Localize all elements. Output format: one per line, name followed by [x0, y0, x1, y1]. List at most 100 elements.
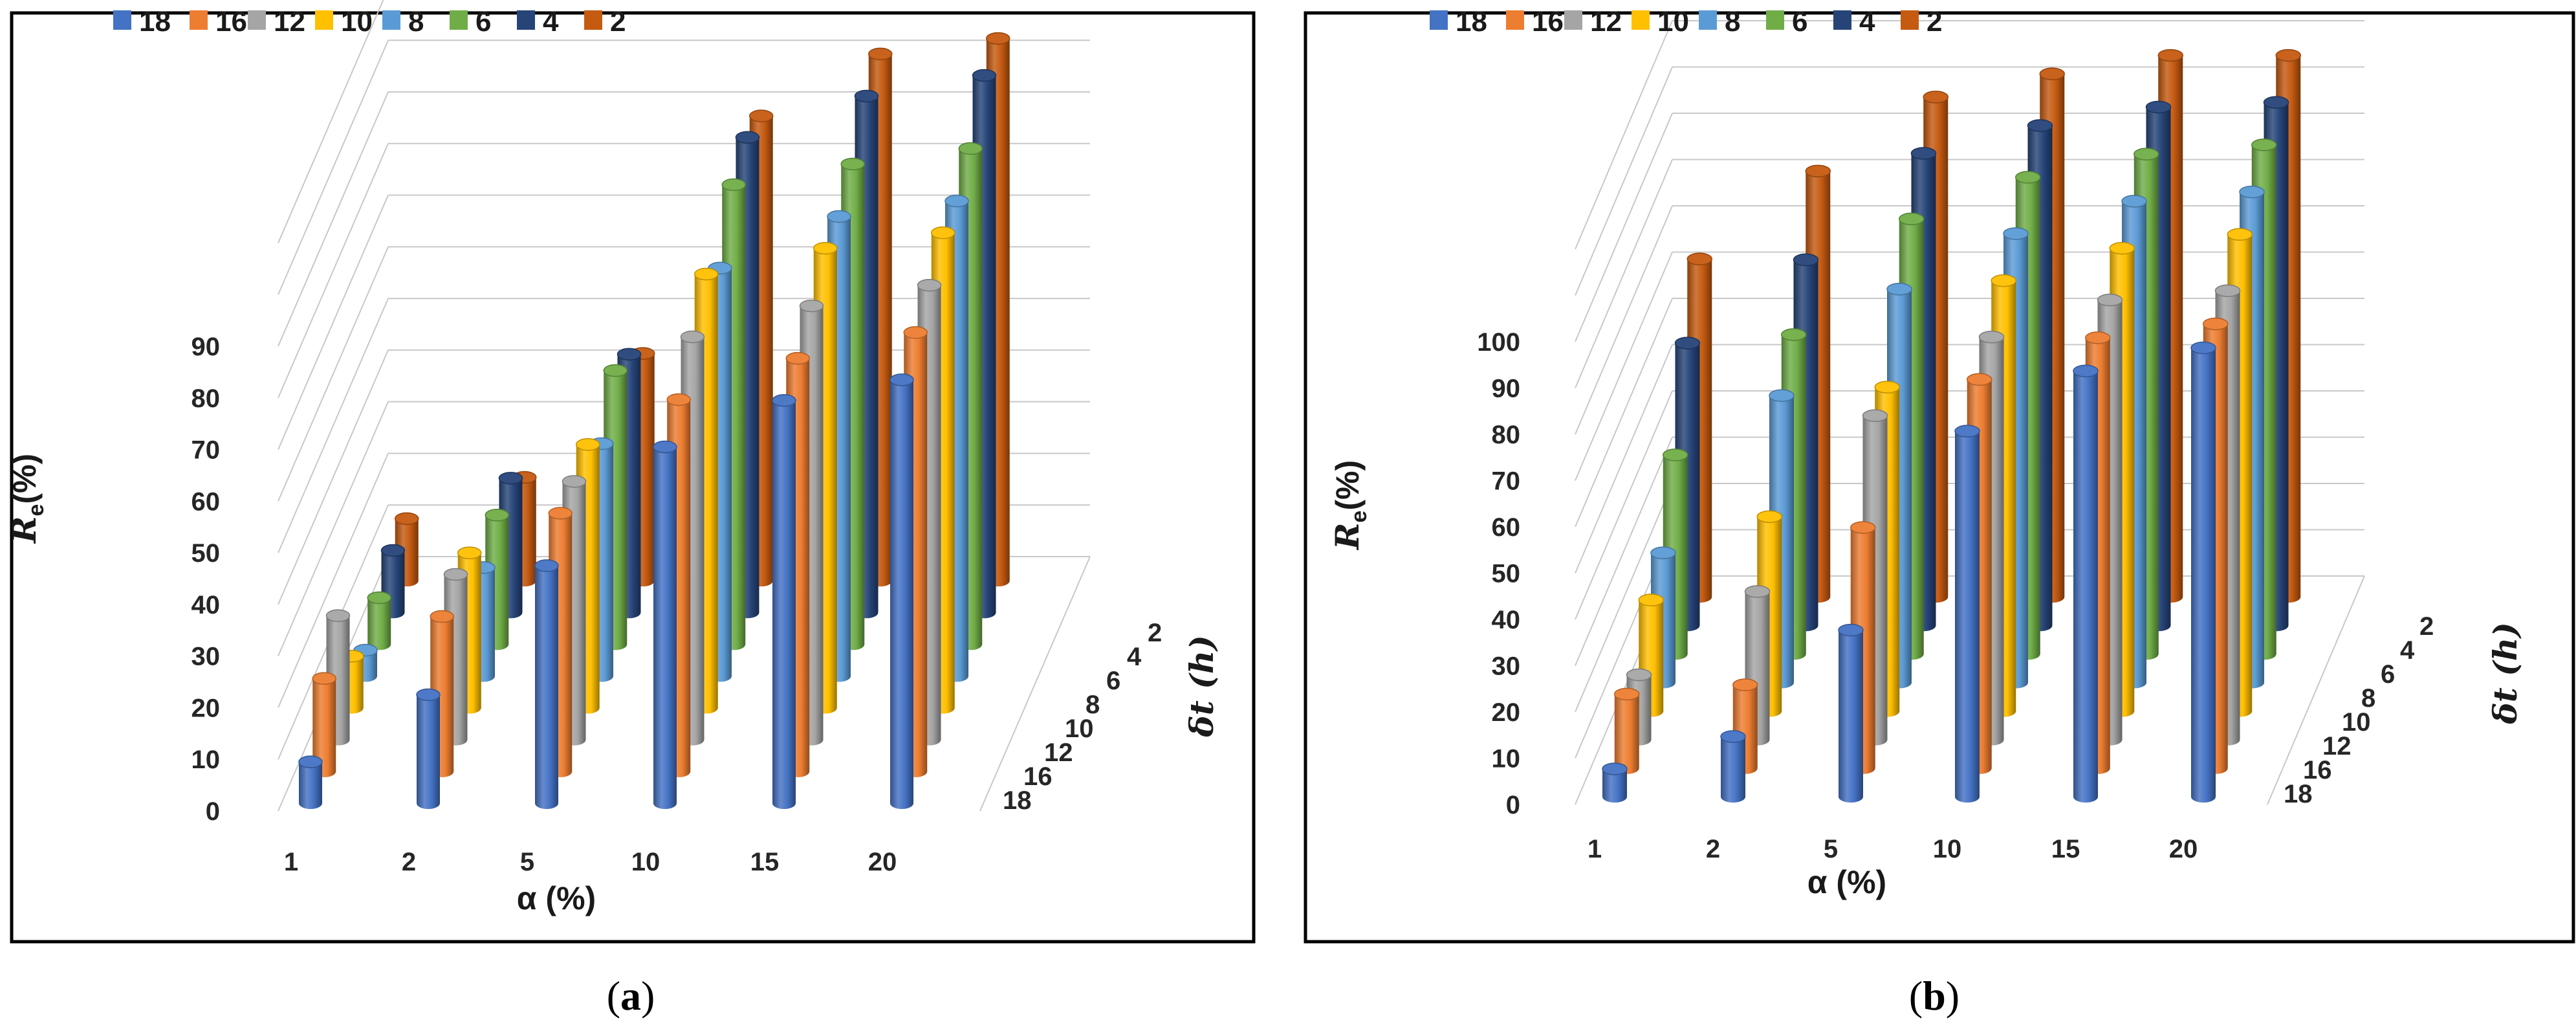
gridline-side — [1575, 159, 1673, 388]
bar-18-20 — [890, 373, 914, 809]
legend-swatch — [248, 10, 266, 30]
legend-item-10: 10 — [315, 6, 373, 38]
bar-top — [944, 194, 969, 208]
bar-top — [2203, 317, 2229, 331]
depth-tick-label: 4 — [1127, 643, 1142, 671]
y-tick-label: 50 — [191, 539, 221, 568]
bar-top — [2263, 96, 2289, 109]
legend-swatch — [1833, 10, 1851, 30]
y-tick-label: 70 — [191, 436, 221, 465]
legend-swatch — [1632, 10, 1650, 30]
depth-tick-label: 18 — [1003, 786, 1032, 815]
y-tick-label: 70 — [1492, 467, 1521, 496]
y-axis-label-main: R — [5, 516, 43, 545]
svg-text:(a): (a) — [607, 973, 655, 1019]
gridline-side — [278, 195, 389, 450]
gridline-side — [278, 401, 389, 657]
bar-top — [457, 546, 482, 560]
legend-item-4: 4 — [1833, 6, 1875, 38]
bar-top — [380, 544, 406, 557]
bar-top — [694, 267, 719, 281]
gridline-side — [278, 453, 389, 708]
bar-body — [299, 762, 322, 809]
y-axis-label-sub: e — [24, 504, 49, 516]
bar-top — [986, 32, 1010, 45]
depth-tick-label: 8 — [1086, 691, 1100, 719]
x-tick-label: 10 — [631, 848, 660, 876]
legend-item-6: 6 — [450, 6, 491, 38]
legend-swatch — [450, 10, 468, 30]
legend-label: 2 — [1927, 6, 1942, 38]
x-tick-label: 2 — [402, 848, 416, 876]
legend-item-8: 8 — [1699, 6, 1740, 38]
bar-top — [548, 507, 573, 520]
legend-label: 16 — [215, 6, 247, 38]
bar-18-15 — [2073, 364, 2099, 803]
legend-item-8: 8 — [382, 6, 424, 38]
bar-top — [2145, 100, 2172, 114]
legend-item-10: 10 — [1632, 6, 1689, 38]
depth-tick-label: 8 — [2361, 684, 2375, 713]
depth-tick-label: 4 — [2400, 636, 2415, 665]
depth-tick-label: 18 — [2284, 780, 2313, 808]
bar-top — [1686, 252, 1712, 265]
caption-b: (b) — [1909, 973, 1959, 1019]
bar-top — [1793, 253, 1819, 267]
bar-18-5 — [534, 559, 559, 809]
bar-top — [2121, 195, 2147, 208]
bar-top — [890, 373, 914, 386]
bar-top — [1732, 678, 1758, 691]
legend-label: 6 — [1792, 6, 1807, 38]
legend-label: 12 — [274, 6, 305, 38]
x-tick-labels: 1 2 5 10 15 20 — [284, 848, 897, 876]
y-tick-label: 80 — [191, 384, 221, 413]
y-tick-labels: 0 10 20 30 40 50 60 70 80 90 — [191, 333, 221, 826]
bar-18-15 — [772, 394, 796, 809]
bar-top — [813, 241, 838, 255]
bar-body — [367, 597, 391, 650]
legend-label: 8 — [408, 6, 424, 38]
bar-top — [498, 472, 523, 485]
bar-body — [1614, 694, 1639, 774]
x-axis-label: α (%) — [1807, 864, 1886, 900]
legend-item-12: 12 — [1564, 6, 1622, 38]
depth-tick-label: 6 — [2381, 660, 2395, 689]
bar-top — [958, 142, 983, 155]
bar-top — [735, 131, 760, 144]
bar-body — [1839, 630, 1863, 803]
bar-top — [576, 438, 600, 451]
bar-top — [2027, 119, 2053, 132]
bar-top — [1910, 147, 1937, 160]
y-tick-label: 40 — [191, 591, 221, 619]
gridline-side — [1575, 390, 1673, 620]
depth-tick-label: 16 — [2303, 756, 2332, 784]
bar-top — [1967, 373, 1992, 386]
x-tick-label: 10 — [1933, 835, 1962, 863]
bar-top — [395, 512, 419, 526]
bar-body — [417, 694, 440, 809]
y-tick-label: 0 — [1506, 791, 1520, 819]
legend-label: 4 — [543, 6, 559, 38]
legend-swatch — [1901, 10, 1919, 30]
bar-top — [485, 509, 509, 522]
legend-swatch — [1699, 10, 1717, 30]
gridline-side — [278, 0, 384, 243]
bar-top — [562, 475, 587, 488]
y-tick-label: 100 — [1477, 328, 1520, 357]
bar-top — [416, 688, 441, 702]
bar-18-20 — [2190, 341, 2216, 803]
bar-top — [534, 559, 559, 572]
bar-top — [1602, 762, 1628, 775]
x-tick-label: 15 — [750, 848, 780, 876]
bar-top — [1805, 164, 1831, 178]
bar-top — [917, 278, 942, 292]
gridline-side — [278, 39, 389, 295]
caption-a: (a) — [607, 973, 655, 1019]
gridline-side — [1575, 113, 1673, 342]
bar-top — [298, 755, 323, 768]
legend: 18 16 12 10 8 6 4 2 — [113, 6, 626, 38]
legend-item-2: 2 — [1901, 6, 1942, 38]
bar-body — [1602, 769, 1627, 803]
legend-swatch — [113, 10, 131, 30]
